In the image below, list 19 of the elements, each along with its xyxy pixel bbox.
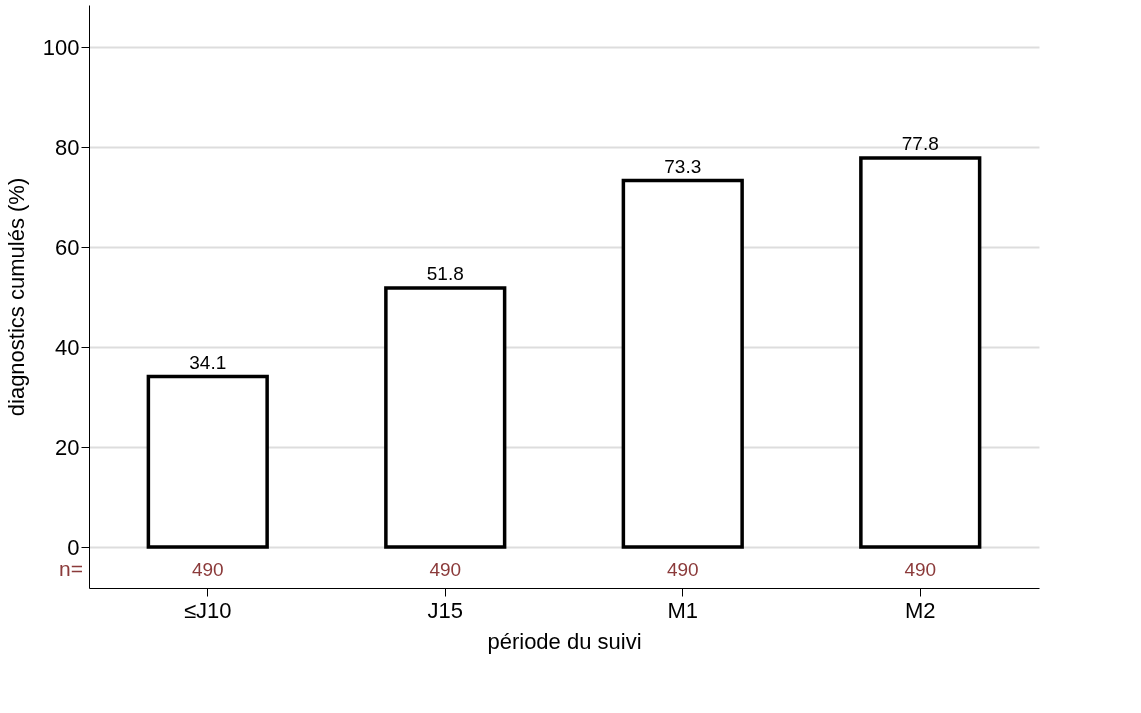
data-label: 73.3 bbox=[664, 155, 702, 177]
annotation: 490 bbox=[666, 558, 699, 580]
data-label: 77.8 bbox=[901, 133, 939, 154]
x-tick-label: M2 bbox=[904, 597, 936, 623]
y-tick-label: 60 bbox=[55, 234, 80, 260]
data-label: 34.1 bbox=[189, 351, 227, 373]
y-tick-label: 100 bbox=[42, 34, 80, 60]
annotation: 490 bbox=[429, 558, 462, 580]
y-tick-label: 20 bbox=[55, 434, 80, 460]
y-tick-label: 80 bbox=[55, 134, 80, 160]
annotation: 490 bbox=[904, 558, 937, 580]
data-label: 51.8 bbox=[426, 263, 464, 284]
x-axis-title: période du suivi bbox=[487, 628, 642, 654]
x-tick-label: J15 bbox=[427, 597, 463, 623]
y-tick-label: 40 bbox=[55, 334, 80, 360]
annotation: 490 bbox=[191, 558, 224, 580]
x-tick-label: ≤J10 bbox=[183, 597, 232, 623]
x-tick-label: M1 bbox=[667, 597, 699, 623]
y-axis-title: diagnostics cumulés (%) bbox=[3, 177, 29, 417]
